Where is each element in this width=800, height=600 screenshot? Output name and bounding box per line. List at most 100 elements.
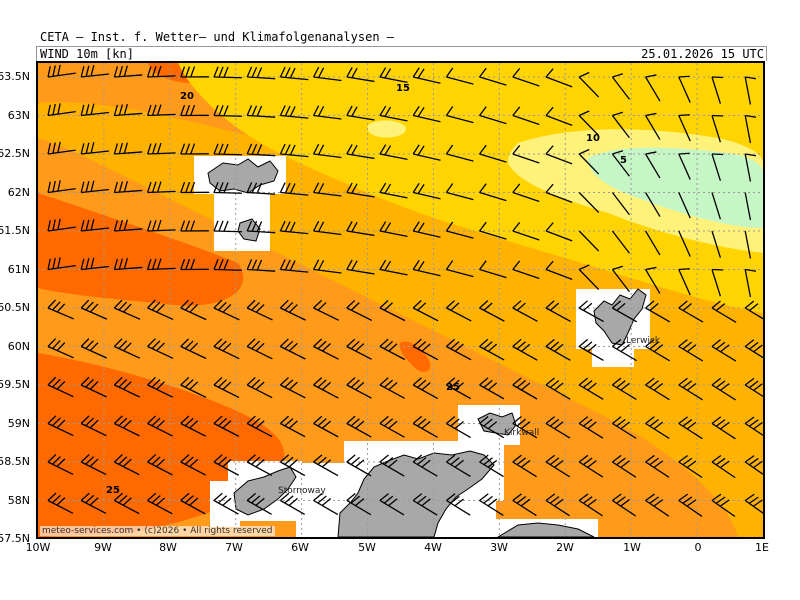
datetime-label: 25.01.2026 15 UTC [641,47,764,61]
wind-barb [611,338,637,362]
wind-barb [213,492,239,515]
wind-barb [512,106,540,126]
chart-title: CETA — Inst. f. Wetter— und Klimafolgena… [40,30,395,44]
wind-barb [180,104,209,117]
wind-barb [346,144,375,160]
wind-barb [379,182,408,199]
wind-barb [346,454,372,477]
shetland [593,288,647,346]
wind-barb [611,377,637,401]
contour-label-10: 10 [586,133,600,144]
wind-barb [246,259,276,272]
lon-label-8w: 8W [159,541,177,554]
lat-label-63: 63N [7,109,30,122]
wind-barb [346,493,372,516]
wind-barb [80,299,108,320]
wind-barb [180,220,209,232]
wind-barb [612,416,637,439]
wind-barb [113,492,140,515]
wind-barb [611,73,630,100]
wind-barb [578,71,600,98]
contour-label-20: 20 [180,91,194,102]
wind-barb [146,65,176,78]
wind-barb [412,300,439,322]
wind-barb [412,454,438,477]
wind-barb [313,182,342,197]
wind-barb [512,338,538,361]
wind-barb [678,192,691,219]
wind-barb [279,182,309,196]
wind-barb [47,141,76,155]
wind-barb [47,376,74,398]
field-10-15 [178,63,763,313]
wind-barb [379,144,408,161]
wind-barb [379,105,408,122]
copyright-footer: meteo-services.com • (c)2026 • All right… [40,526,275,536]
wind-barb [379,338,406,361]
place-labels: Lerwick Kirkwall Stornoway [278,336,661,496]
wind-barb [445,67,474,85]
wind-barb [578,300,604,323]
wind-barb [711,114,724,143]
wind-barb [711,300,737,323]
wind-barb [113,454,140,476]
wind-barb [279,299,306,321]
lon-label-7w: 7W [225,541,243,554]
wind-barb [445,221,474,239]
wind-barb [80,257,110,271]
wind-barb [146,181,176,194]
lat-label-57-5: 57.5N [0,532,30,545]
wind-barb [147,415,173,437]
wind-barb [479,454,504,478]
wind-barb [180,299,207,321]
wind-barb [313,454,339,477]
wind-barb [645,112,661,140]
lon-label-6w: 6W [291,541,309,554]
wind-barb [113,142,143,155]
wind-barb [445,415,471,439]
lat-label-58: 58N [7,494,30,507]
wind-barb [578,264,600,291]
wind-barb [479,260,507,279]
wind-barb [611,230,630,254]
wind-barb [147,376,174,398]
wind-barb [479,183,507,202]
map-frame: 20 15 10 5 25 25 Lerwick Kirkwall Storno… [36,61,765,539]
wind-barb [545,338,571,361]
lat-label-61: 61N [7,263,30,276]
wind-map: 20 15 10 5 25 25 Lerwick Kirkwall Storno… [38,63,763,537]
wind-barb [545,454,571,478]
wind-barb [744,114,757,144]
wind-barb [512,183,540,203]
wind-barb [711,268,724,297]
wind-barb [545,222,573,242]
wind-barb [512,377,538,400]
wind-barb [47,299,75,320]
wind-barb [612,454,637,478]
wind-barb [412,221,441,238]
lon-label-4w: 4W [424,541,442,554]
wind-barb [678,377,703,401]
wind-barb [246,66,276,80]
wind-barb [180,338,207,360]
wind-barb [47,492,74,514]
wind-barb [744,493,763,514]
lat-label-62: 62N [7,186,30,199]
wind-barb [47,415,74,437]
wind-barb [80,65,110,78]
wind-barb [279,492,306,515]
lon-label-1e: 1E [755,541,769,554]
wind-barb [379,221,408,238]
wind-barb [545,145,573,165]
wind-barb [445,260,474,278]
wind-barb [512,416,538,439]
wind-barb [80,142,110,155]
lon-label-10w: 10W [25,541,51,554]
wind-barb [744,339,763,359]
field-5-10-small [367,120,407,138]
wind-barb [113,258,143,271]
wind-barb [578,192,600,214]
wind-barb [711,153,724,181]
wind-barb [711,455,736,479]
lewis [233,466,297,516]
